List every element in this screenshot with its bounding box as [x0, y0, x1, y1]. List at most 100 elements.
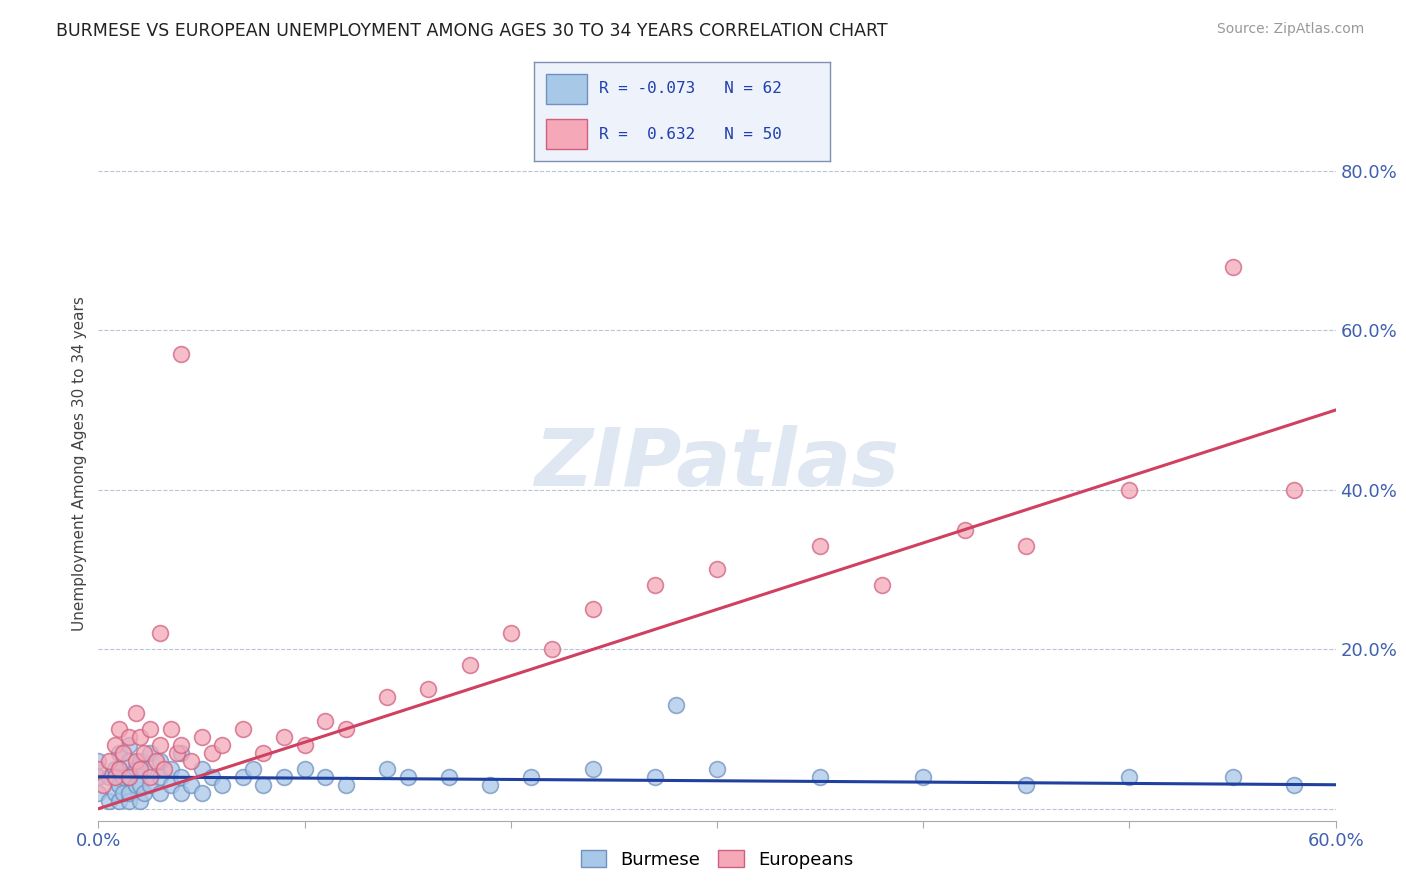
Point — [180, 754, 202, 768]
Point — [252, 746, 274, 760]
Point — [870, 578, 893, 592]
Point — [104, 762, 127, 776]
Point — [665, 698, 688, 712]
Point — [201, 770, 224, 784]
Point — [128, 762, 150, 776]
Point — [124, 778, 146, 792]
Point — [118, 794, 141, 808]
Point — [1015, 539, 1038, 553]
Text: Source: ZipAtlas.com: Source: ZipAtlas.com — [1216, 22, 1364, 37]
Point — [132, 746, 155, 760]
Point — [124, 706, 146, 720]
Point — [108, 794, 131, 808]
Point — [499, 626, 522, 640]
Point — [128, 730, 150, 744]
Point — [211, 738, 233, 752]
Point — [128, 778, 150, 792]
Point — [375, 762, 398, 776]
Point — [139, 722, 162, 736]
Point — [132, 786, 155, 800]
Point — [912, 770, 935, 784]
Point — [418, 682, 440, 697]
Point — [335, 778, 357, 792]
Point — [97, 770, 120, 784]
Point — [118, 770, 141, 784]
Point — [139, 770, 162, 784]
Point — [159, 762, 181, 776]
Point — [190, 730, 212, 744]
Point — [582, 762, 605, 776]
Point — [314, 770, 336, 784]
Point — [139, 746, 162, 760]
Point — [166, 746, 188, 760]
Point — [139, 778, 162, 792]
Point — [87, 762, 110, 776]
Point — [118, 786, 141, 800]
Point — [87, 786, 110, 800]
Point — [118, 730, 141, 744]
Point — [706, 762, 728, 776]
Text: BURMESE VS EUROPEAN UNEMPLOYMENT AMONG AGES 30 TO 34 YEARS CORRELATION CHART: BURMESE VS EUROPEAN UNEMPLOYMENT AMONG A… — [56, 22, 887, 40]
Point — [108, 778, 131, 792]
Point — [108, 722, 131, 736]
Point — [541, 642, 564, 657]
Point — [118, 738, 141, 752]
Point — [170, 770, 193, 784]
Point — [1284, 483, 1306, 497]
Point — [242, 762, 264, 776]
Point — [252, 778, 274, 792]
Point — [104, 786, 127, 800]
Point — [108, 746, 131, 760]
Point — [232, 722, 254, 736]
Point — [112, 746, 135, 760]
Point — [149, 738, 172, 752]
Point — [1222, 260, 1244, 274]
Point — [706, 562, 728, 576]
Point — [294, 738, 316, 752]
Point — [97, 754, 120, 768]
Point — [128, 794, 150, 808]
Point — [1222, 770, 1244, 784]
Point — [87, 770, 110, 784]
Point — [180, 778, 202, 792]
Point — [159, 722, 181, 736]
Point — [273, 770, 295, 784]
Point — [1284, 778, 1306, 792]
Text: R =  0.632   N = 50: R = 0.632 N = 50 — [599, 127, 782, 142]
Point — [211, 778, 233, 792]
Text: R = -0.073   N = 62: R = -0.073 N = 62 — [599, 81, 782, 96]
Point — [1015, 778, 1038, 792]
Point — [437, 770, 460, 784]
Point — [170, 347, 193, 361]
Point — [124, 754, 146, 768]
Point — [108, 762, 131, 776]
Point — [644, 770, 666, 784]
Point — [808, 770, 831, 784]
Point — [314, 714, 336, 728]
Point — [112, 786, 135, 800]
Point — [108, 762, 131, 776]
Point — [170, 746, 193, 760]
Legend: Burmese, Europeans: Burmese, Europeans — [574, 843, 860, 876]
Point — [808, 539, 831, 553]
Point — [124, 762, 146, 776]
Point — [190, 786, 212, 800]
Bar — [546, 74, 588, 103]
Point — [118, 754, 141, 768]
Point — [396, 770, 419, 784]
Point — [87, 754, 110, 768]
Point — [159, 778, 181, 792]
Point — [335, 722, 357, 736]
Point — [97, 794, 120, 808]
Point — [201, 746, 224, 760]
Point — [149, 786, 172, 800]
Point — [104, 770, 127, 784]
Point — [232, 770, 254, 784]
Point — [149, 770, 172, 784]
Text: ZIPatlas: ZIPatlas — [534, 425, 900, 503]
Point — [149, 626, 172, 640]
Point — [190, 762, 212, 776]
Point — [104, 738, 127, 752]
Point — [170, 738, 193, 752]
Point — [644, 578, 666, 592]
